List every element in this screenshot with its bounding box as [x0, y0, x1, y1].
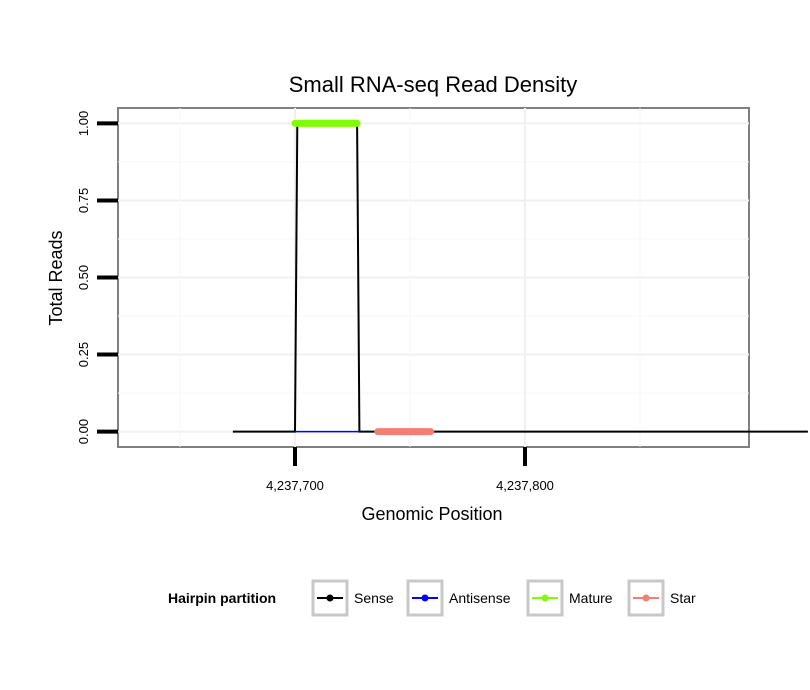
- legend-title: Hairpin partition: [168, 590, 276, 606]
- y-tick-label: 0.50: [76, 265, 91, 290]
- y-tick-label: 0.25: [76, 342, 91, 367]
- x-axis-title: Genomic Position: [361, 504, 502, 524]
- legend-label-star: Star: [670, 590, 696, 606]
- chart-title: Small RNA-seq Read Density: [289, 72, 578, 97]
- legend-key-point: [541, 594, 549, 602]
- legend-key-mature: [526, 579, 564, 617]
- legend: Hairpin partition Sense Antisense Mature St…: [168, 579, 696, 617]
- x-tick-label: 4,237,700: [266, 478, 324, 493]
- legend-label-antisense: Antisense: [449, 590, 511, 606]
- legend-label-sense: Sense: [354, 590, 394, 606]
- y-axis: 0.00 0.25 0.50 0.75 1.00: [76, 111, 118, 444]
- legend-key-point: [326, 594, 334, 602]
- legend-key-point: [642, 594, 650, 602]
- y-tick-label: 0.75: [76, 188, 91, 213]
- x-axis: 4,237,700 4,237,800: [266, 447, 554, 493]
- legend-key-point: [421, 594, 429, 602]
- x-tick-label: 4,237,800: [496, 478, 554, 493]
- series-layer: [232, 119, 808, 436]
- gridlines: [118, 108, 749, 447]
- legend-label-mature: Mature: [569, 590, 613, 606]
- y-tick-label: 1.00: [76, 111, 91, 136]
- y-axis-title: Total Reads: [46, 230, 66, 325]
- y-tick-label: 0.00: [76, 419, 91, 444]
